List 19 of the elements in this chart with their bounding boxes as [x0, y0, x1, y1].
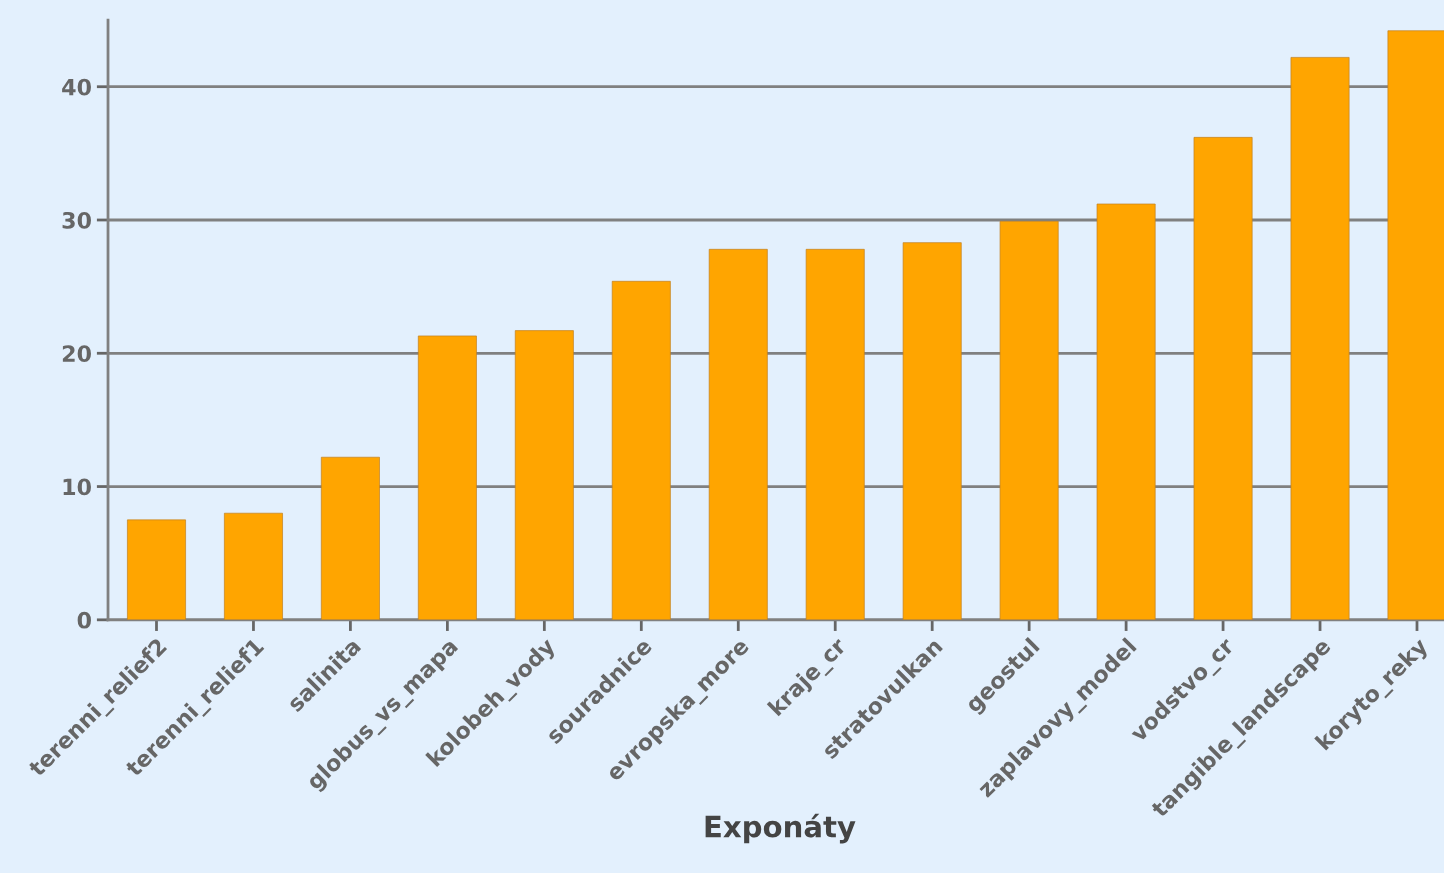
bar	[224, 512, 283, 620]
x-axis-title: Exponáty	[705, 813, 856, 844]
bar	[708, 248, 768, 620]
bar	[902, 242, 962, 620]
y-tick-label: 20	[62, 345, 91, 363]
bar	[805, 248, 865, 620]
bar	[1290, 57, 1350, 620]
y-tick-label: 40	[62, 78, 91, 96]
bar	[1096, 203, 1156, 620]
bar	[611, 280, 671, 620]
bar	[1193, 137, 1253, 620]
y-tick-label: 10	[63, 478, 91, 496]
y-tick-label: 0	[77, 611, 91, 629]
bar	[320, 456, 380, 620]
bar	[999, 220, 1059, 620]
bar	[417, 335, 477, 620]
bar	[127, 519, 186, 620]
bar	[514, 330, 574, 620]
y-tick-label: 30	[62, 211, 91, 229]
